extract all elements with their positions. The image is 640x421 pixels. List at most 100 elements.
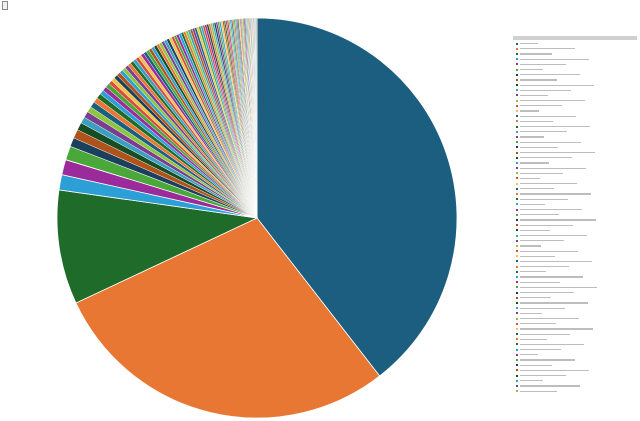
legend-swatch <box>516 151 518 154</box>
legend-label <box>520 131 567 133</box>
legend-item-13[interactable] <box>513 103 637 108</box>
legend-label <box>520 193 591 195</box>
pie-slice-102[interactable] <box>256 17 258 219</box>
pie-slice-1[interactable] <box>256 17 458 377</box>
legend-item-30[interactable] <box>513 191 637 196</box>
legend-item-7[interactable] <box>513 72 637 77</box>
legend-label <box>520 317 579 320</box>
legend-label <box>520 323 556 325</box>
legend-item-65[interactable] <box>513 373 637 378</box>
legend-item-41[interactable] <box>513 249 637 254</box>
legend-label <box>520 276 583 278</box>
legend-item-46[interactable] <box>513 274 637 279</box>
legend-item-35[interactable] <box>513 217 637 222</box>
legend-item-47[interactable] <box>513 280 637 285</box>
legend-item-45[interactable] <box>513 269 637 274</box>
legend-item-23[interactable] <box>513 155 637 160</box>
legend-swatch <box>516 58 518 61</box>
legend-item-22[interactable] <box>513 150 637 155</box>
legend-item-4[interactable] <box>513 57 637 62</box>
legend-item-32[interactable] <box>513 202 637 207</box>
legend-item-34[interactable] <box>513 212 637 217</box>
legend-item-58[interactable] <box>513 337 637 342</box>
legend-swatch <box>516 327 518 330</box>
legend-item-54[interactable] <box>513 316 637 321</box>
legend-item-21[interactable] <box>513 145 637 150</box>
legend-item-66[interactable] <box>513 378 637 383</box>
pie-slice-2[interactable] <box>75 217 381 419</box>
legend-item-53[interactable] <box>513 311 637 316</box>
legend-item-16[interactable] <box>513 119 637 124</box>
legend-label <box>520 198 568 200</box>
legend-item-10[interactable] <box>513 88 637 93</box>
legend-item-40[interactable] <box>513 243 637 248</box>
legend-swatch <box>516 187 518 190</box>
legend-item-62[interactable] <box>513 357 637 362</box>
legend-item-60[interactable] <box>513 347 637 352</box>
legend-item-52[interactable] <box>513 306 637 311</box>
legend-label <box>520 302 588 304</box>
chart-legend[interactable] <box>513 36 637 398</box>
chart-tag[interactable] <box>2 1 8 10</box>
legend-label <box>520 224 573 226</box>
legend-item-2[interactable] <box>513 46 637 51</box>
legend-label <box>520 375 566 377</box>
legend-item-9[interactable] <box>513 83 637 88</box>
legend-item-31[interactable] <box>513 197 637 202</box>
legend-item-63[interactable] <box>513 363 637 368</box>
legend-swatch <box>516 182 518 185</box>
legend-item-5[interactable] <box>513 62 637 67</box>
legend-item-64[interactable] <box>513 368 637 373</box>
legend-item-27[interactable] <box>513 176 637 181</box>
legend-item-3[interactable] <box>513 51 637 56</box>
legend-item-57[interactable] <box>513 332 637 337</box>
legend-item-11[interactable] <box>513 93 637 98</box>
pie-slice-3[interactable] <box>56 189 259 304</box>
legend-label <box>520 286 597 288</box>
legend-label <box>520 105 562 107</box>
legend-item-15[interactable] <box>513 114 637 119</box>
legend-item-18[interactable] <box>513 129 637 134</box>
legend-item-8[interactable] <box>513 77 637 82</box>
legend-label <box>520 120 553 122</box>
legend-item-49[interactable] <box>513 290 637 295</box>
legend-item-55[interactable] <box>513 321 637 326</box>
legend-item-59[interactable] <box>513 342 637 347</box>
legend-label <box>520 110 539 112</box>
legend-item-28[interactable] <box>513 181 637 186</box>
legend-item-1[interactable] <box>513 41 637 46</box>
legend-item-20[interactable] <box>513 140 637 145</box>
legend-item-39[interactable] <box>513 238 637 243</box>
legend-item-38[interactable] <box>513 233 637 238</box>
legend-item-24[interactable] <box>513 160 637 165</box>
legend-item-56[interactable] <box>513 326 637 331</box>
legend-item-17[interactable] <box>513 124 637 129</box>
legend-item-68[interactable] <box>513 389 637 394</box>
legend-item-6[interactable] <box>513 67 637 72</box>
legend-item-33[interactable] <box>513 207 637 212</box>
legend-item-36[interactable] <box>513 223 637 228</box>
legend-item-43[interactable] <box>513 259 637 264</box>
legend-item-67[interactable] <box>513 383 637 388</box>
legend-item-25[interactable] <box>513 166 637 171</box>
legend-item-19[interactable] <box>513 134 637 139</box>
legend-label <box>520 136 544 138</box>
legend-item-44[interactable] <box>513 264 637 269</box>
legend-item-14[interactable] <box>513 108 637 113</box>
legend-item-51[interactable] <box>513 300 637 305</box>
legend-swatch <box>516 348 518 351</box>
legend-item-61[interactable] <box>513 352 637 357</box>
legend-item-48[interactable] <box>513 285 637 290</box>
legend-item-12[interactable] <box>513 98 637 103</box>
legend-header <box>513 36 637 40</box>
legend-swatch <box>516 203 518 206</box>
legend-swatch <box>516 270 518 273</box>
legend-swatch <box>516 63 518 66</box>
legend-label <box>520 312 542 314</box>
legend-item-29[interactable] <box>513 186 637 191</box>
legend-swatch <box>516 52 518 55</box>
legend-item-42[interactable] <box>513 254 637 259</box>
legend-item-26[interactable] <box>513 171 637 176</box>
legend-item-50[interactable] <box>513 295 637 300</box>
legend-item-37[interactable] <box>513 228 637 233</box>
